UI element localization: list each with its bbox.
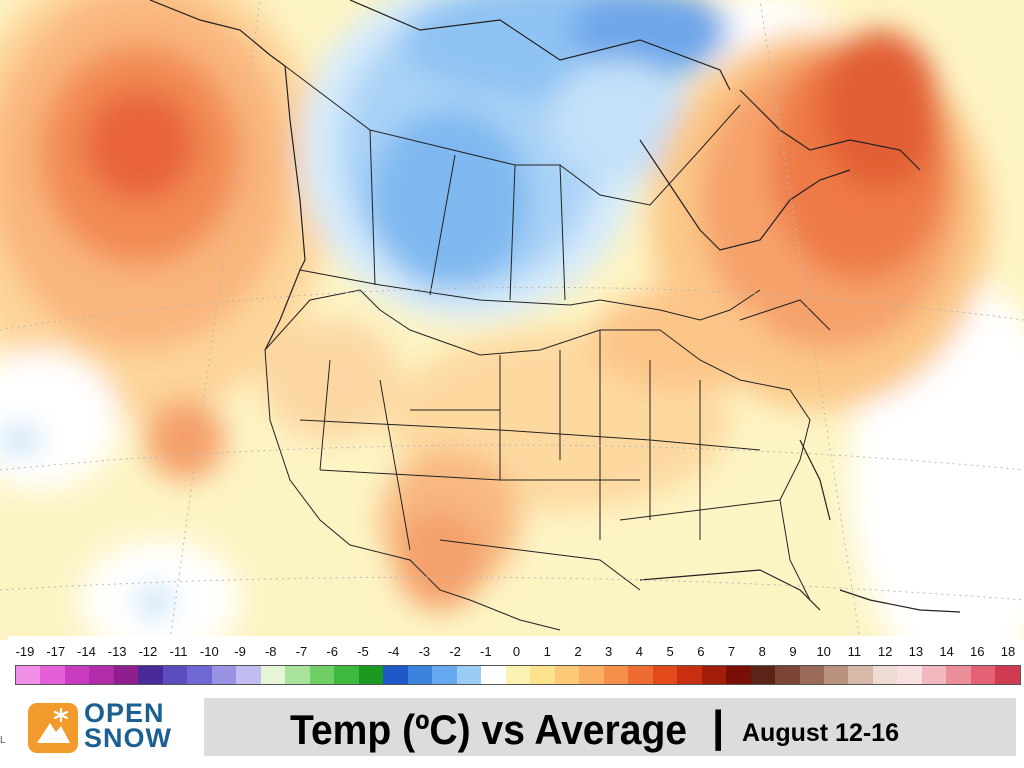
legend-swatch — [726, 666, 751, 684]
logo-word-open: OPEN — [84, 698, 165, 728]
legend-swatch — [946, 666, 971, 684]
legend-tick-label: -14 — [77, 644, 96, 659]
legend-swatch — [40, 666, 65, 684]
legend-tick-label: 3 — [605, 644, 613, 659]
legend-tick-label: 10 — [816, 644, 831, 659]
snowflake-mountain-icon — [28, 703, 78, 753]
legend-swatch — [505, 666, 531, 684]
legend-swatch — [260, 666, 286, 684]
legend-swatch — [677, 666, 702, 684]
legend-swatch — [579, 666, 604, 684]
legend-tick-label: 9 — [789, 644, 797, 659]
title-separator: | — [712, 702, 725, 751]
anomaly-fill — [0, 0, 1024, 640]
legend-swatch — [530, 666, 555, 684]
legend-tick-label: -4 — [387, 644, 400, 659]
legend-tick-label: 12 — [877, 644, 893, 659]
legend-swatch — [432, 666, 457, 684]
coastlines — [149, 0, 961, 613]
legend-swatch — [872, 666, 898, 684]
legend-tick-label: 13 — [908, 644, 924, 659]
legend-swatch — [897, 666, 922, 684]
legend-tick-label: -17 — [46, 644, 66, 659]
legend-tick-label: 0 — [512, 644, 521, 659]
anomaly-map — [0, 0, 1024, 640]
legend-tick-label: -5 — [357, 644, 369, 659]
legend-swatch — [138, 666, 163, 684]
legend-tick-label: -13 — [107, 644, 127, 659]
legend-tick-label: 5 — [666, 644, 674, 659]
graticule — [0, 0, 1024, 640]
legend-tick-label: 7 — [727, 644, 736, 659]
legend-swatch — [309, 666, 335, 684]
legend-swatch — [64, 666, 90, 684]
legend-tick-label: -2 — [449, 644, 461, 659]
legend-swatch — [603, 666, 629, 684]
page-title: Temp (ºC) vs Average — [290, 706, 688, 753]
legend-swatch — [236, 666, 261, 684]
legend-swatch — [383, 666, 408, 684]
legend-swatch — [921, 666, 947, 684]
legend-swatch — [481, 666, 506, 684]
legend-swatch — [554, 666, 580, 684]
side-mark: L — [0, 735, 6, 746]
legend-tick-label: -11 — [169, 644, 188, 659]
logo-word-snow: SNOW — [84, 723, 172, 753]
footer-bar: OPEN SNOW Temp (ºC) vs Average | August … — [0, 690, 1024, 768]
legend-swatch — [113, 666, 139, 684]
legend-tick-label: -8 — [264, 644, 277, 659]
date-range: August 12-16 — [742, 719, 899, 747]
legend-tick-label: 6 — [697, 644, 705, 659]
legend-swatch — [652, 666, 678, 684]
legend-swatch — [89, 666, 114, 684]
legend-swatch — [456, 666, 482, 684]
legend-tick-labels: -19 -17 -14 -13 -12 -11 -10 -9 -8 -7 -6 -5 -4 -3 -2 -1 0… — [8, 644, 1020, 662]
legend-tick-label: 14 — [939, 644, 954, 659]
legend-swatch — [187, 666, 212, 684]
legend-tick-label: -7 — [295, 644, 308, 659]
title-banner: Temp (ºC) vs Average | August 12-16 — [204, 698, 1016, 756]
legend-swatch — [628, 666, 653, 684]
legend-swatch — [799, 666, 824, 684]
legend-tick-label: 16 — [970, 644, 985, 659]
legend-tick-label: -3 — [418, 644, 431, 659]
legend-swatch — [358, 666, 384, 684]
legend-tick-label: -9 — [234, 644, 246, 659]
legend-tick-label: 18 — [1000, 644, 1016, 659]
legend-swatch — [407, 666, 433, 684]
legend-swatch — [970, 666, 996, 684]
color-legend: -19 -17 -14 -13 -12 -11 -10 -9 -8 -7 -6 -5 -4 -3 -2 -1 0… — [8, 636, 1021, 690]
legend-swatch — [775, 666, 800, 684]
legend-tick-label: 11 — [847, 644, 862, 659]
legend-swatch — [750, 666, 776, 684]
legend-tick-label: -1 — [480, 644, 492, 659]
legend-tick-label: 4 — [635, 644, 643, 659]
legend-swatch — [211, 666, 237, 684]
legend-tick-label: -6 — [326, 644, 338, 659]
brand-logo: OPEN SNOW — [22, 694, 198, 756]
legend-tick-label: 2 — [574, 644, 582, 659]
legend-swatch — [995, 666, 1020, 684]
legend-swatch — [16, 666, 41, 684]
legend-tick-label: -19 — [15, 644, 35, 659]
legend-swatch — [848, 666, 873, 684]
legend-swatch — [334, 666, 359, 684]
legend-swatch — [162, 666, 188, 684]
legend-swatch — [285, 666, 310, 684]
legend-swatch — [701, 666, 727, 684]
legend-swatch — [823, 666, 849, 684]
legend-tick-label: 1 — [543, 644, 551, 659]
legend-color-bar — [15, 665, 1021, 685]
legend-tick-label: -12 — [138, 644, 158, 659]
legend-tick-label: 8 — [758, 644, 766, 659]
legend-tick-label: -10 — [199, 644, 219, 659]
